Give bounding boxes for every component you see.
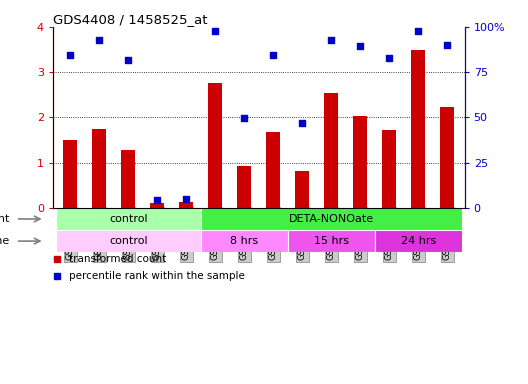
Bar bbox=[63, 140, 78, 208]
Bar bbox=[266, 132, 280, 208]
Bar bbox=[237, 166, 251, 208]
Text: agent: agent bbox=[0, 214, 10, 224]
Bar bbox=[121, 151, 136, 208]
Point bbox=[443, 42, 451, 48]
Text: 8 hrs: 8 hrs bbox=[230, 236, 258, 246]
Bar bbox=[201, 208, 462, 230]
Point bbox=[182, 196, 191, 202]
Bar bbox=[150, 204, 164, 208]
Bar bbox=[440, 108, 455, 208]
Point bbox=[356, 43, 364, 49]
Bar bbox=[375, 230, 462, 252]
Text: 15 hrs: 15 hrs bbox=[314, 236, 348, 246]
Point bbox=[269, 52, 277, 58]
Point bbox=[327, 36, 335, 43]
Text: GDS4408 / 1458525_at: GDS4408 / 1458525_at bbox=[53, 13, 208, 26]
Text: percentile rank within the sample: percentile rank within the sample bbox=[69, 271, 245, 281]
Text: time: time bbox=[0, 236, 10, 246]
Bar bbox=[55, 208, 201, 230]
Bar bbox=[295, 171, 309, 208]
Bar bbox=[92, 129, 107, 208]
Bar bbox=[353, 116, 367, 208]
Point bbox=[153, 197, 162, 203]
Point bbox=[66, 52, 74, 58]
Point bbox=[298, 120, 306, 126]
Text: DETA-NONOate: DETA-NONOate bbox=[289, 214, 374, 224]
Text: 24 hrs: 24 hrs bbox=[401, 236, 436, 246]
Bar bbox=[208, 83, 222, 208]
Point bbox=[414, 28, 422, 35]
Point bbox=[211, 28, 220, 35]
Bar bbox=[288, 230, 375, 252]
Bar bbox=[179, 202, 193, 208]
Bar bbox=[55, 230, 201, 252]
Point bbox=[240, 115, 249, 121]
Point bbox=[95, 36, 103, 43]
Bar bbox=[411, 50, 426, 208]
Point bbox=[385, 55, 393, 61]
Text: control: control bbox=[109, 214, 147, 224]
Bar bbox=[201, 230, 288, 252]
Bar bbox=[324, 93, 338, 208]
Point bbox=[124, 57, 133, 63]
Bar bbox=[382, 130, 397, 208]
Text: control: control bbox=[109, 236, 147, 246]
Text: transformed count: transformed count bbox=[69, 254, 166, 264]
